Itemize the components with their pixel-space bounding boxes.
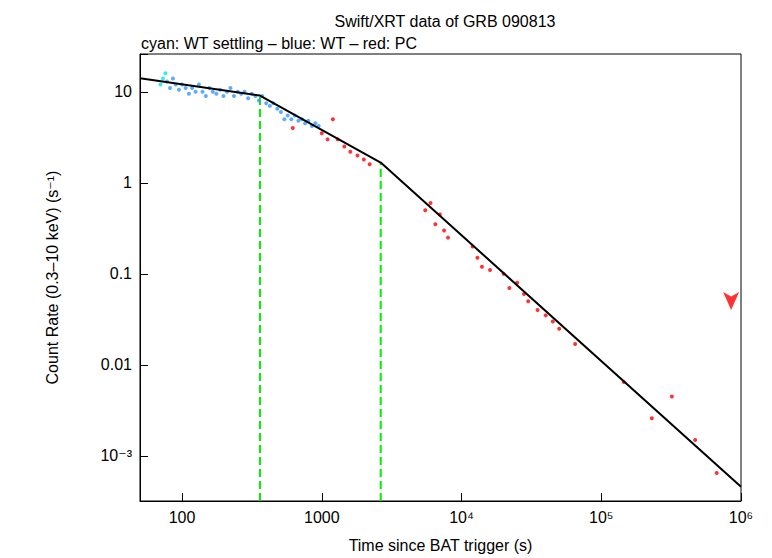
- svg-text:100: 100: [169, 509, 196, 526]
- svg-text:0.01: 0.01: [101, 356, 132, 373]
- svg-text:1000: 1000: [304, 509, 340, 526]
- svg-text:Count Rate (0.3–10 keV) (s⁻¹): Count Rate (0.3–10 keV) (s⁻¹): [44, 171, 61, 385]
- svg-text:10⁴: 10⁴: [449, 509, 474, 526]
- svg-text:10⁶: 10⁶: [729, 509, 753, 526]
- svg-text:10⁵: 10⁵: [589, 509, 613, 526]
- svg-text:10⁻³: 10⁻³: [100, 447, 132, 464]
- svg-text:cyan: WT settling – blue: WT –: cyan: WT settling – blue: WT – red: PC: [141, 35, 417, 52]
- svg-text:Time since BAT trigger (s): Time since BAT trigger (s): [349, 537, 533, 554]
- svg-text:Swift/XRT data of GRB 090813: Swift/XRT data of GRB 090813: [335, 13, 556, 30]
- svg-text:10: 10: [114, 83, 132, 100]
- svg-text:0.1: 0.1: [110, 265, 132, 282]
- svg-text:1: 1: [123, 174, 132, 191]
